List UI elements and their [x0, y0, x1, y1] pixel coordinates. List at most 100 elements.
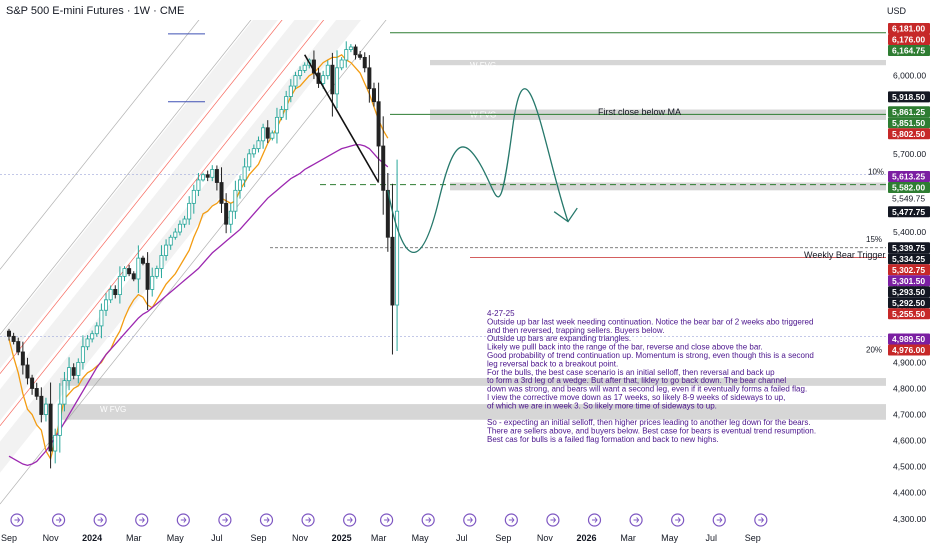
event-icon-arrow: [180, 517, 187, 523]
fvg-label: W FVG: [100, 405, 126, 414]
annotation-line: Likely we pulll back into the range of t…: [487, 343, 763, 352]
candle-body: [256, 140, 261, 150]
price-label-box: [888, 275, 930, 287]
y-tick-label: 4,400.00: [893, 488, 926, 498]
y-tick-label: 4,900.00: [893, 357, 926, 367]
candle-body: [191, 189, 196, 204]
event-icon-arrow: [384, 517, 390, 523]
y-tick-label: 4,300.00: [893, 514, 926, 524]
candle-body: [53, 434, 58, 452]
time-axis: Sep Nov 2024 Mar May Jul Sep Nov 2025 Mar May Jul Se…: [1, 513, 768, 543]
candle-body: [196, 179, 201, 191]
candle-body: [251, 148, 256, 155]
candle: [335, 50, 340, 109]
candle-body: [284, 96, 289, 110]
candle: [376, 82, 381, 182]
price-label-box: [888, 206, 930, 218]
candle-body: [187, 202, 192, 220]
candle-body: [362, 56, 367, 69]
candle: [11, 332, 16, 345]
level-label: Weekly Bear Trigger: [804, 250, 885, 260]
annotation-line: I view the corrective move down as 17 we…: [487, 393, 785, 402]
annotation-line: leg reversal back to a breakout point.: [487, 359, 618, 368]
x-tick-label: Mar: [126, 533, 142, 543]
candle-body: [261, 127, 266, 142]
event-icon-arrow: [592, 517, 598, 523]
candle-body: [80, 346, 85, 363]
candle: [371, 82, 376, 107]
fvg-zone: [60, 378, 886, 386]
candle-body: [117, 275, 122, 296]
candle-body: [113, 288, 118, 296]
bear-trendline: [303, 54, 380, 183]
price-label: 5,918.50: [892, 92, 925, 102]
price-label: 5,302.75: [892, 265, 925, 275]
channel-band: [0, 0, 378, 473]
channel-bands: [0, 0, 378, 473]
price-axis: 4,300.00 4,400.00 4,500.00 4,600.00 4,700.00…: [888, 22, 930, 524]
price-label: 5,477.75: [892, 207, 925, 217]
projection-path: [387, 88, 569, 253]
event-icon-arrow: [467, 517, 473, 523]
x-tick-label: Nov: [43, 533, 60, 543]
price-label: 5,851.50: [892, 118, 925, 128]
candle: [150, 267, 155, 297]
event-icon-arrow: [56, 517, 62, 523]
candle-body: [71, 367, 76, 376]
candle: [210, 165, 215, 182]
level-label: 10%: [868, 168, 884, 177]
projection-arrow: [553, 207, 578, 223]
price-label: 4,976.00: [892, 345, 925, 355]
y-tick-label: 5,400.00: [893, 227, 926, 237]
price-label: 5,292.50: [892, 298, 925, 308]
event-icon-arrow: [97, 517, 104, 523]
annotation-line: Best cas for bulls is a failed flag form…: [487, 435, 719, 444]
channel-line: [0, 0, 299, 374]
price-label-box: [888, 181, 930, 193]
candle: [233, 180, 238, 219]
currency-label: USD: [886, 6, 906, 16]
candle: [274, 107, 279, 144]
candle: [104, 292, 109, 316]
candle-body: [358, 54, 363, 58]
candle: [122, 266, 127, 282]
event-icon-arrow: [675, 517, 681, 523]
candle-body: [99, 309, 104, 327]
price-label: 6,176.00: [892, 34, 925, 44]
price-label-box: [888, 253, 930, 265]
candle: [237, 175, 242, 199]
level-label: 20%: [866, 346, 882, 355]
fvg-label: W FVG: [470, 111, 496, 120]
candle: [325, 60, 330, 80]
level-label: First close below MA: [598, 107, 681, 117]
candle-body: [293, 75, 298, 87]
candle: [113, 285, 118, 299]
candle-body: [48, 403, 53, 452]
price-label-box: [888, 308, 930, 320]
candle-body: [145, 262, 150, 290]
drawings: [303, 54, 578, 253]
price-label: 6,164.75: [892, 45, 925, 55]
candle-body: [108, 288, 113, 301]
candle-body: [381, 145, 386, 191]
candle: [71, 363, 76, 380]
candle: [177, 220, 182, 236]
candle: [367, 55, 372, 103]
candle: [90, 330, 95, 343]
channel-band: [0, 0, 294, 369]
price-label: 5,293.50: [892, 287, 925, 297]
candle: [57, 383, 62, 453]
x-tick-label: Sep: [1, 533, 17, 543]
candle: [395, 159, 400, 352]
candle: [201, 172, 206, 182]
y-tick-label: 6,000.00: [893, 71, 926, 81]
candle: [117, 266, 122, 304]
candle: [191, 184, 196, 214]
candle-body: [94, 325, 99, 335]
candle-body: [150, 275, 155, 290]
candle: [251, 144, 256, 158]
event-icon-arrow: [508, 517, 515, 523]
candle: [302, 62, 307, 73]
candle-body: [224, 202, 229, 225]
